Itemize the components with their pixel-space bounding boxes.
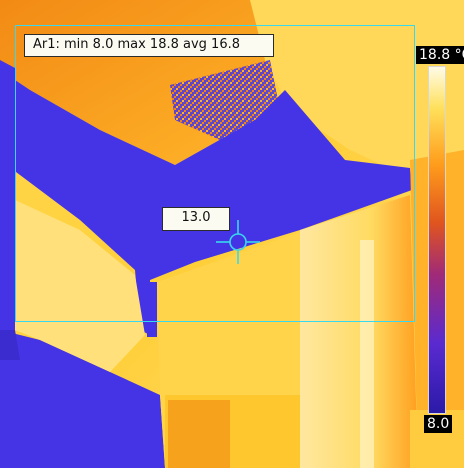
crosshair-icon[interactable] bbox=[214, 218, 262, 266]
roi-stats-label: Ar1: min 8.0 max 18.8 avg 16.8 bbox=[24, 34, 274, 57]
temperature-scale-bar bbox=[428, 66, 446, 414]
scale-max-label: 18.8 °C bbox=[416, 46, 464, 64]
scale-min-label: 8.0 bbox=[424, 415, 453, 433]
area-measurement-roi[interactable] bbox=[15, 25, 415, 322]
spot-temperature-label: 13.0 bbox=[162, 207, 230, 231]
